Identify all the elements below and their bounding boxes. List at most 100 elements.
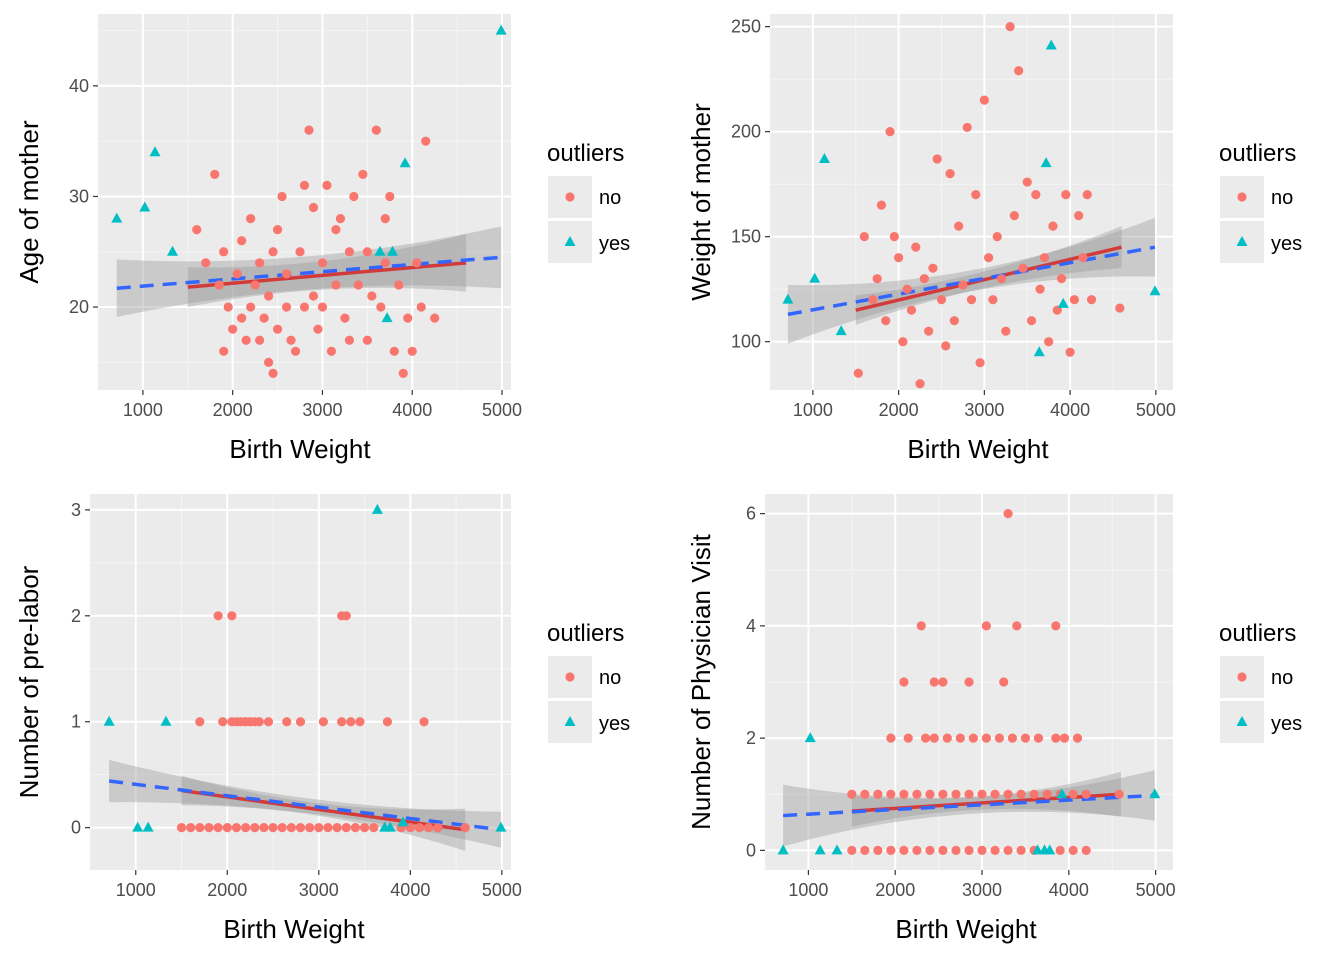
point-no — [255, 335, 265, 345]
point-no — [1068, 789, 1078, 799]
point-no — [919, 274, 929, 284]
point-yes — [814, 844, 826, 855]
point-no — [385, 191, 395, 202]
point-no — [305, 823, 315, 833]
panel-weight-of-mother: 1000 2000 3000 4000 5000 100 150 200 250 Birth … — [686, 14, 1302, 464]
point-no — [1061, 190, 1071, 200]
point-no — [1072, 733, 1083, 743]
point-no — [1039, 253, 1049, 263]
point-no — [237, 313, 247, 323]
legend: outliers no yes — [1219, 140, 1302, 263]
point-no — [359, 823, 370, 833]
point-no — [281, 302, 292, 312]
point-no — [362, 335, 372, 345]
point-no — [323, 823, 333, 833]
point-no — [192, 225, 202, 235]
x-tick-label: 2000 — [207, 880, 247, 900]
point-no — [341, 611, 351, 621]
point-no — [936, 295, 947, 305]
point-no — [358, 169, 368, 179]
point-no — [977, 789, 987, 799]
point-no — [942, 733, 952, 743]
point-no — [981, 621, 991, 631]
point-no — [928, 263, 938, 273]
point-no — [1115, 303, 1125, 313]
point-no — [460, 823, 470, 833]
point-no — [344, 335, 354, 345]
point-no — [346, 717, 356, 727]
point-no — [314, 823, 324, 833]
fit-lines — [116, 255, 502, 291]
y-axis-ticks: 0 1 2 3 — [71, 500, 90, 838]
point-no — [371, 125, 381, 135]
point-no — [268, 368, 278, 379]
point-no — [1074, 211, 1084, 221]
legend-title: outliers — [547, 620, 624, 647]
point-no — [911, 242, 921, 252]
legend: outliers no yes — [547, 620, 630, 743]
point-no — [232, 269, 242, 279]
y-axis-title: Age of mother — [14, 120, 44, 284]
x-tick-label: 4000 — [390, 880, 430, 900]
point-no — [894, 253, 904, 263]
point-no — [430, 313, 440, 323]
point-no — [929, 677, 939, 687]
point-no — [889, 232, 899, 242]
point-no — [903, 733, 913, 743]
y-axis-ticks: 100 150 200 250 — [731, 17, 770, 352]
point-no — [210, 169, 220, 179]
point-yes — [1057, 297, 1069, 308]
point-no — [1035, 284, 1045, 294]
point-no — [958, 280, 968, 290]
y-tick-label: 2 — [71, 606, 81, 626]
x-tick-label: 4000 — [392, 400, 432, 420]
legend-label-yes: yes — [599, 713, 630, 735]
x-axis-title: Birth Weight — [895, 914, 1037, 944]
x-axis-ticks: 1000 2000 3000 4000 5000 — [116, 870, 522, 900]
point-no — [873, 789, 883, 799]
point-no — [938, 789, 948, 799]
point-no — [362, 247, 372, 257]
point-no — [1003, 789, 1013, 799]
point-no — [308, 202, 319, 213]
point-yes — [386, 245, 398, 256]
point-yes — [384, 821, 396, 832]
point-no — [380, 213, 390, 224]
x-tick-label: 3000 — [962, 880, 1002, 900]
x-axis-ticks: 1000 2000 3000 4000 5000 — [123, 390, 522, 420]
point-no — [1016, 789, 1026, 799]
legend-marker-no — [1237, 192, 1247, 202]
legend-marker-no — [565, 672, 575, 682]
point-no — [277, 823, 287, 833]
point-no — [920, 733, 931, 743]
point-yes — [149, 146, 161, 157]
point-no — [367, 291, 377, 301]
point-no — [988, 295, 998, 305]
point-no — [898, 337, 908, 347]
point-no — [1051, 621, 1061, 631]
y-axis-title: Number of pre-labor — [14, 565, 44, 798]
point-no — [263, 291, 274, 301]
x-tick-label: 5000 — [1136, 880, 1176, 900]
point-no — [304, 125, 314, 135]
point-no — [349, 191, 359, 202]
point-no — [250, 823, 260, 833]
point-no — [412, 258, 422, 268]
point-no — [322, 180, 332, 191]
point-no — [949, 316, 959, 326]
point-no — [964, 845, 974, 855]
point-no — [382, 717, 393, 727]
point-no — [1026, 316, 1037, 326]
point-no — [1033, 733, 1044, 743]
point-no — [1082, 190, 1092, 200]
point-no — [219, 346, 229, 356]
y-axis-ticks: 20 30 40 — [69, 76, 98, 317]
y-tick-label: 150 — [731, 227, 761, 247]
legend-title: outliers — [1219, 140, 1296, 167]
y-axis-title: Weight of mother — [686, 103, 716, 301]
y-tick-label: 30 — [69, 186, 89, 206]
point-no — [246, 302, 256, 312]
point-no — [218, 717, 228, 727]
point-no — [1003, 509, 1013, 519]
point-yes — [1044, 844, 1056, 855]
